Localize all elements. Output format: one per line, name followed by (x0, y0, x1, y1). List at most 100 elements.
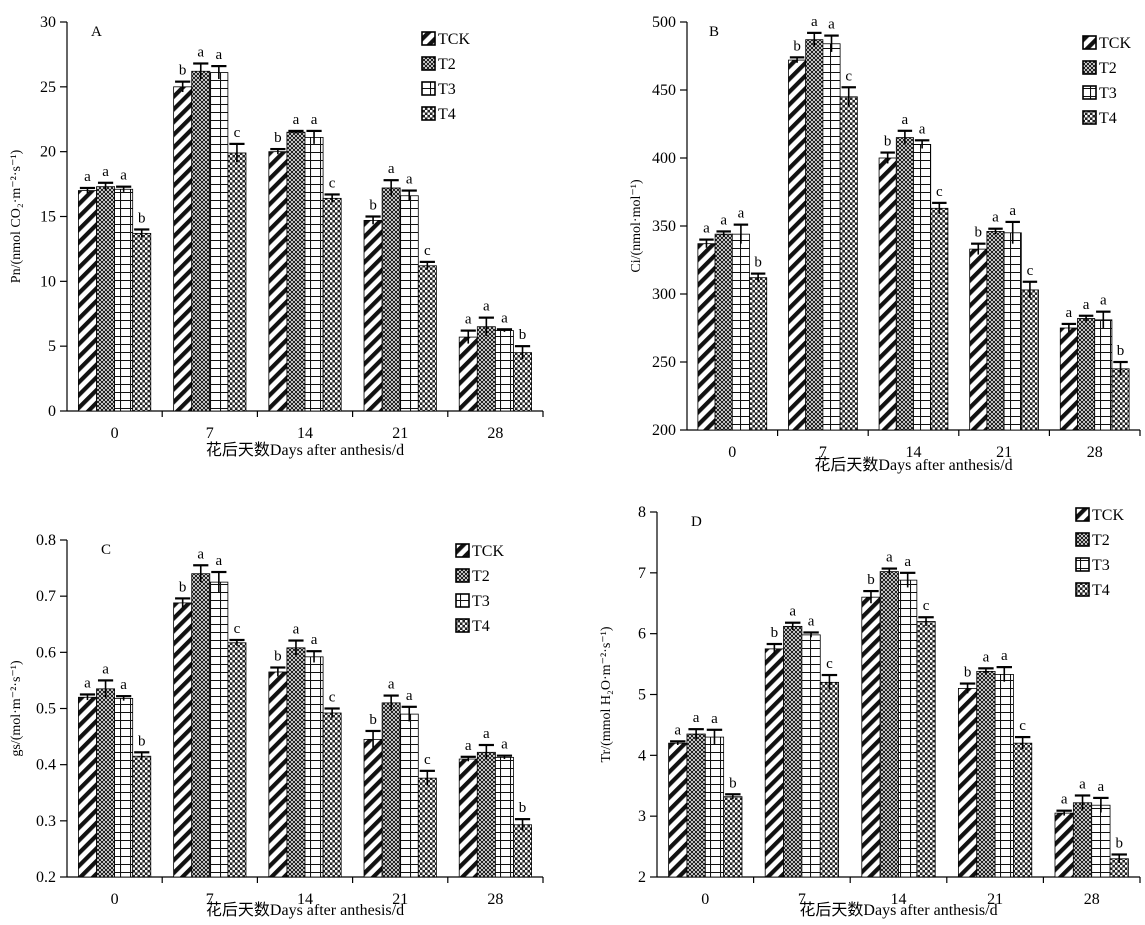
significance-letter: b (1115, 835, 1123, 851)
significance-letter: a (811, 14, 818, 30)
legend-label: TCK (472, 543, 504, 560)
legend-label: T2 (1099, 60, 1117, 77)
significance-letter: a (120, 677, 127, 693)
significance-letter: a (886, 550, 893, 566)
significance-letter: b (274, 648, 282, 664)
significance-letter: a (465, 738, 472, 754)
significance-letter: b (754, 255, 762, 271)
y-tick-label: 25 (40, 79, 56, 96)
significance-letter: a (216, 553, 223, 569)
x-tick-label: 21 (392, 425, 408, 442)
legend-label: T3 (438, 81, 456, 98)
y-tick-label: 0.7 (36, 588, 56, 605)
significance-letter: b (884, 134, 892, 150)
significance-letter: a (1098, 779, 1105, 795)
y-tick-label: 7 (638, 565, 646, 582)
significance-letter: c (826, 656, 833, 672)
legend-label: TCK (1099, 35, 1131, 52)
y-tick-label: 2 (638, 869, 646, 886)
y-tick-label: 5 (638, 687, 646, 704)
legend-swatch-tck (1075, 507, 1090, 522)
legend-label: T3 (1099, 85, 1117, 102)
significance-letter: c (329, 175, 336, 191)
y-axis-title: gs/(mol·m⁻²·s⁻¹) (9, 660, 24, 757)
significance-letter: b (179, 579, 187, 595)
significance-letter: b (867, 572, 875, 588)
significance-letter: b (964, 665, 972, 681)
y-tick-label: 5 (48, 338, 56, 355)
legend-swatch-tck (421, 31, 436, 46)
significance-letter: b (1117, 343, 1125, 359)
y-tick-label: 250 (652, 354, 676, 371)
significance-letter: b (369, 198, 377, 214)
bar-t2 (1072, 802, 1093, 878)
legend-swatch-t2 (421, 56, 436, 71)
legend-swatch-t3 (421, 81, 436, 96)
bar-t3 (994, 674, 1014, 878)
significance-letter: c (936, 184, 943, 200)
significance-letter: b (519, 327, 527, 343)
legend-label: T3 (1092, 557, 1110, 574)
significance-letter: b (793, 38, 801, 54)
bar-t2 (783, 625, 803, 878)
significance-letter: a (904, 554, 911, 570)
significance-letter: a (983, 649, 990, 665)
significance-letter: a (483, 299, 490, 315)
significance-letter: a (197, 44, 204, 60)
panel-letter: C (101, 542, 111, 558)
x-tick-label: 0 (728, 444, 736, 461)
significance-letter: a (1079, 776, 1086, 792)
significance-letter: a (406, 688, 413, 704)
y-tick-label: 0.5 (36, 701, 56, 718)
bar-tck (861, 596, 881, 878)
y-tick-label: 0.4 (36, 757, 56, 774)
significance-letter: a (501, 310, 508, 326)
significance-letter: a (311, 112, 318, 128)
bar-t4 (916, 621, 936, 878)
x-tick-label: 7 (798, 891, 806, 908)
significance-letter: c (1027, 263, 1034, 279)
y-tick-label: 15 (40, 209, 56, 226)
legend-swatch-t2 (1082, 60, 1097, 75)
significance-letter: c (234, 125, 241, 141)
legend-label: T4 (472, 618, 490, 635)
legend-swatch-t3 (1075, 557, 1090, 572)
significance-letter: c (923, 598, 930, 614)
y-tick-label: 0.3 (36, 813, 56, 830)
y-tick-label: 400 (652, 150, 676, 167)
significance-letter: a (465, 312, 472, 328)
significance-letter: a (388, 161, 395, 177)
bar-t3 (704, 736, 725, 878)
significance-letter: a (84, 169, 91, 185)
significance-letter: b (975, 225, 983, 241)
x-tick-label: 7 (206, 891, 214, 908)
significance-letter: b (179, 63, 187, 79)
legend-label: T4 (1099, 110, 1117, 127)
legend-label: T4 (438, 106, 456, 123)
bar-t4 (723, 796, 743, 878)
bar-t4 (819, 681, 840, 878)
x-tick-label: 7 (206, 425, 214, 442)
legend-swatch-t2 (1075, 532, 1090, 547)
x-tick-label: 28 (487, 891, 503, 908)
significance-letter: a (720, 212, 727, 228)
y-tick-label: 0 (48, 403, 56, 420)
y-tick-label: 3 (638, 808, 646, 825)
legend-swatch-t4 (455, 618, 470, 633)
x-tick-label: 28 (1087, 444, 1103, 461)
y-tick-label: 6 (638, 626, 646, 643)
x-tick-label: 0 (701, 891, 709, 908)
y-tick-label: 450 (652, 82, 676, 99)
y-tick-label: 30 (40, 14, 56, 31)
legend-swatch-t3 (455, 593, 470, 608)
x-tick-label: 21 (392, 891, 408, 908)
legend-label: T2 (438, 56, 456, 73)
significance-letter: a (388, 677, 395, 693)
bar-tck (668, 742, 688, 878)
significance-letter: a (902, 112, 909, 128)
